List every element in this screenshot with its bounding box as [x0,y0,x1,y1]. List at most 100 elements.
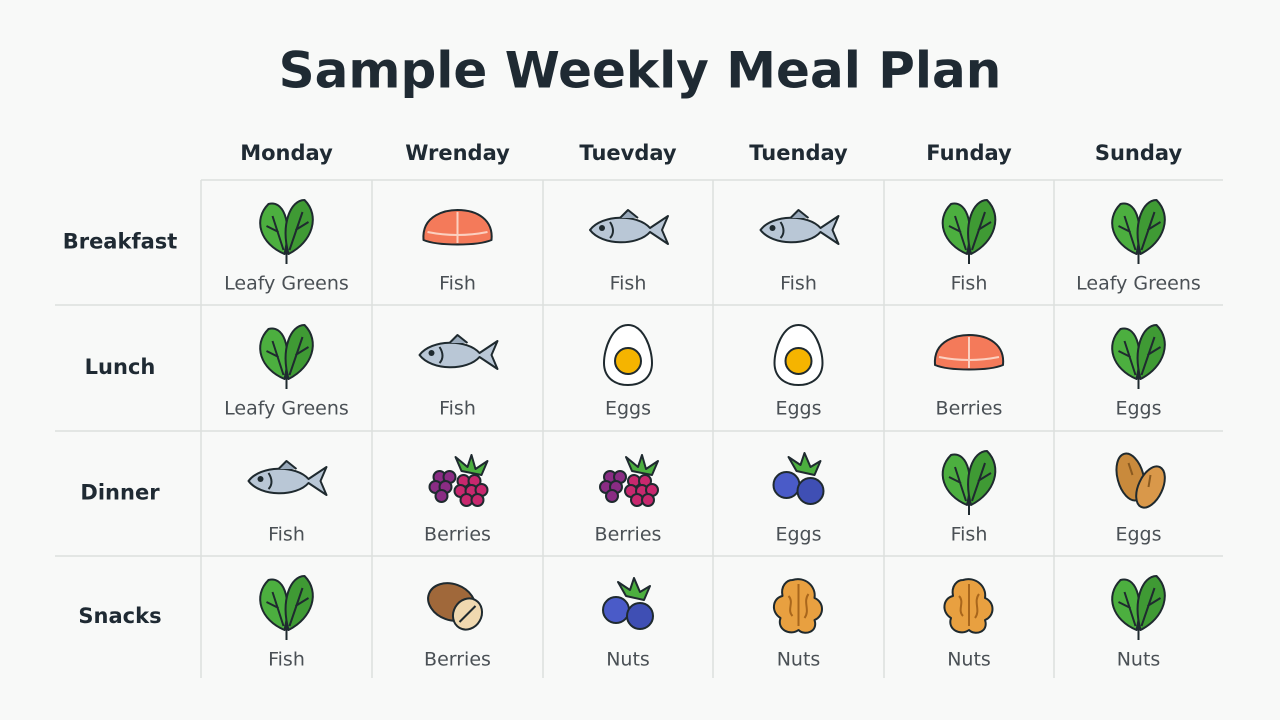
cell-text: Eggs [605,398,651,420]
icon-shape [789,209,810,219]
icon-shape [619,209,639,219]
icon-shape [599,470,627,503]
cell-text: Fish [268,649,305,671]
column-header: Tuenday [749,141,848,165]
food-icon [259,324,314,389]
icon-shape [948,211,992,264]
cell-text: Leafy Greens [224,273,349,295]
icon-shape [1127,462,1152,488]
icon-shape [958,584,980,626]
food-icon [422,209,493,246]
icon-shape [266,211,310,264]
food-icon [943,578,994,634]
icon-shape [1135,465,1166,509]
food-icon [772,452,825,505]
column-header: Tuevday [579,141,676,165]
cell-text: Fish [439,273,476,295]
food-icon [933,334,1005,371]
icon-shape [453,474,489,507]
food-icon [589,209,669,245]
icon-shape [625,454,659,476]
cell-text: Berries [424,649,491,671]
food-icon [1111,575,1166,640]
icon-shape [428,470,457,503]
icon-shape [769,225,776,231]
icon-shape [266,587,310,640]
food-icon [418,334,499,370]
food-icon [1111,324,1166,389]
cell-text: Eggs [1115,524,1161,546]
food-icon [599,454,659,507]
icon-shape [784,347,813,375]
icon-shape [609,221,614,239]
food-icon [773,324,824,386]
icon-shape [614,347,642,375]
food-icon [428,454,489,507]
food-icon [773,578,823,634]
icon-shape [787,452,822,476]
icon-shape [617,577,651,601]
icon-shape [602,596,630,624]
icon-shape [624,474,659,507]
column-header: Sunday [1095,141,1183,165]
cell-text: Eggs [775,524,821,546]
icon-shape [266,336,310,389]
column-header: Funday [926,141,1012,165]
icon-shape [787,584,810,626]
cell-text: Fish [610,273,647,295]
icon-shape [605,489,619,503]
food-icon [603,324,653,386]
page-title: Sample Weekly Meal Plan [279,42,1002,100]
cell-text: Fish [951,273,988,295]
icon-shape [779,221,785,239]
icon-shape [1118,211,1162,264]
column-header: Monday [240,141,333,165]
icon-shape [1118,587,1162,640]
cell-text: Nuts [947,649,991,671]
icon-shape [1118,336,1162,389]
icon-shape [948,462,992,515]
icon-shape [458,605,477,623]
row-label: Snacks [78,604,161,628]
row-label: Breakfast [63,230,178,254]
column-header: Wrenday [405,141,510,165]
icon-shape [434,489,449,503]
food-icon [427,582,484,631]
food-icon [941,450,997,515]
icon-shape [938,337,1000,368]
row-label: Dinner [80,481,160,505]
cell-text: Nuts [777,649,821,671]
food-icon [259,199,314,264]
icon-shape [428,350,435,356]
icon-shape [641,493,655,507]
food-icon [1111,199,1166,264]
food-icon [259,575,314,640]
icon-shape [267,472,273,490]
food-icon [247,460,328,496]
icon-shape [626,602,654,630]
row-label: Lunch [85,355,156,379]
cell-text: Berries [595,524,662,546]
food-icon [759,209,840,245]
cell-text: Eggs [775,398,821,420]
cell-text: Nuts [1117,649,1161,671]
cell-text: Leafy Greens [1076,273,1201,295]
cell-text: Berries [424,524,491,546]
food-icon [941,199,997,264]
cell-text: Fish [268,524,305,546]
cell-text: Fish [951,524,988,546]
food-icon [602,577,654,630]
icon-shape [438,346,444,364]
cell-text: Berries [936,398,1003,420]
icon-shape [454,454,489,476]
cell-text: Eggs [1115,398,1161,420]
cell-text: Nuts [606,649,650,671]
cell-text: Leafy Greens [224,398,349,420]
cell-text: Fish [439,398,476,420]
icon-shape [448,334,469,344]
icon-shape [599,225,605,231]
food-icon [1115,452,1166,509]
icon-shape [257,476,264,482]
icon-shape [427,212,488,243]
